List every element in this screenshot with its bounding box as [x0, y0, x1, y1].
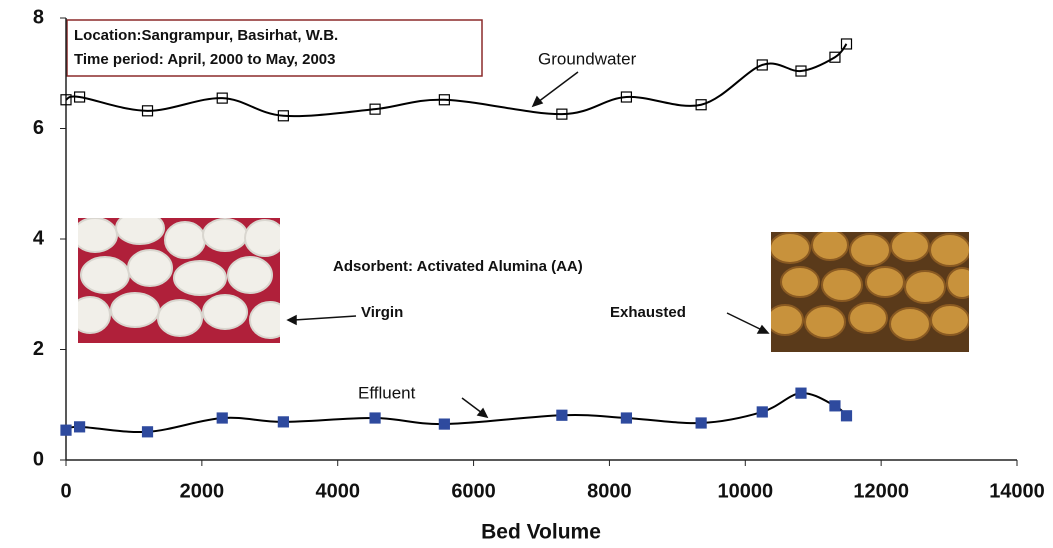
annotation: Virgin	[361, 304, 403, 321]
marker	[841, 411, 851, 421]
info-line: Location:Sangrampur, Basirhat, W.B.	[74, 27, 338, 44]
chart: Location:Sangrampur, Basirhat, W.B. Time…	[0, 0, 1053, 548]
exhausted-photo	[767, 230, 977, 352]
y-tick-label: 4	[33, 227, 45, 249]
x-tick-label: 2000	[180, 480, 225, 502]
legend-label: Groundwater	[538, 49, 637, 68]
y-tick-label: 2	[33, 338, 44, 360]
x-tick-label: 0	[60, 480, 71, 502]
x-tick-label: 10000	[717, 480, 773, 502]
legend-label: Effluent	[358, 383, 416, 402]
x-axis-label: Bed Volume	[481, 521, 601, 544]
y-tick-label: 6	[33, 117, 44, 139]
x-tick-label: 4000	[315, 480, 360, 502]
marker	[696, 418, 706, 428]
marker	[830, 401, 840, 411]
y-tick-label: 0	[33, 448, 44, 470]
marker	[796, 388, 806, 398]
y-tick-label: 8	[33, 6, 44, 28]
arrows	[288, 72, 768, 417]
marker	[621, 413, 631, 423]
marker	[61, 425, 71, 435]
marker	[75, 422, 85, 432]
marker	[557, 410, 567, 420]
x-tick-label: 6000	[451, 480, 496, 502]
marker	[757, 407, 767, 417]
info-line: Time period: April, 2000 to May, 2003	[74, 51, 335, 68]
series-line	[66, 393, 846, 432]
marker	[143, 427, 153, 437]
x-tick-label: 14000	[989, 480, 1045, 502]
annotation: Exhausted	[610, 304, 686, 321]
x-tick-label: 8000	[587, 480, 632, 502]
virgin-photo	[70, 212, 290, 343]
marker	[439, 419, 449, 429]
annotation: Adsorbent: Activated Alumina (AA)	[333, 258, 583, 275]
x-tick-label: 12000	[853, 480, 909, 502]
marker	[217, 413, 227, 423]
marker	[278, 417, 288, 427]
marker	[370, 413, 380, 423]
